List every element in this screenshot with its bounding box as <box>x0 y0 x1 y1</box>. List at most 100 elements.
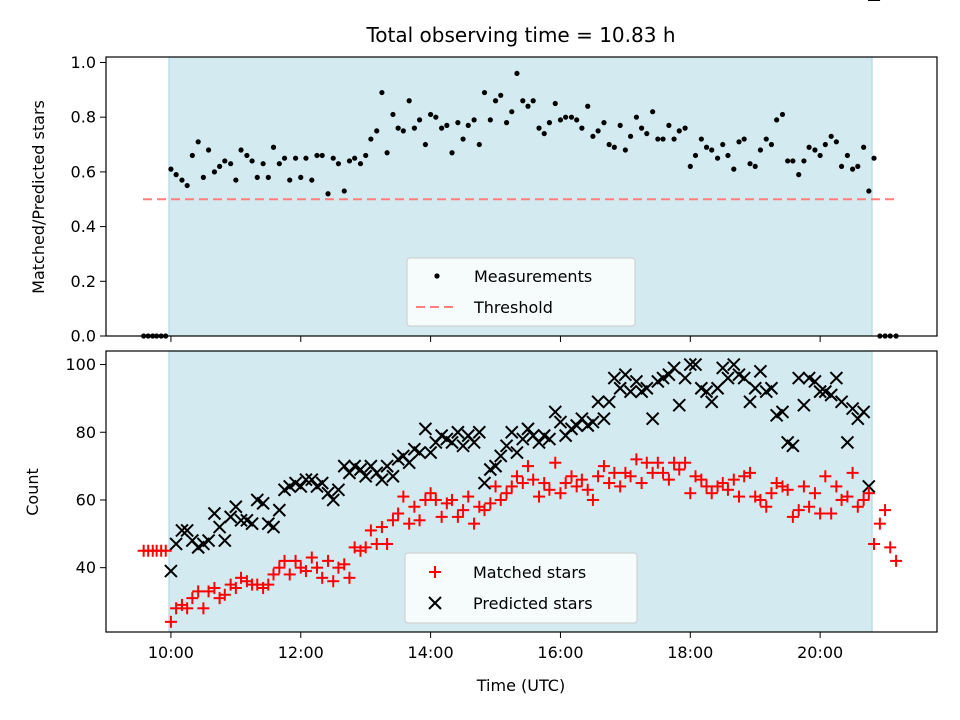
matched-star-point <box>716 477 729 490</box>
matched-star-point <box>803 500 816 513</box>
predicted-star-point <box>764 381 779 395</box>
measurement-point <box>455 120 461 126</box>
predicted-star-point <box>516 432 530 446</box>
predicted-star-point <box>467 435 481 450</box>
measurement-point <box>692 152 699 159</box>
predicted-star-point <box>423 445 438 460</box>
predicted-star-point <box>294 479 308 494</box>
measurement-point <box>352 155 358 161</box>
predicted-star-point <box>472 425 487 439</box>
matched-star-point <box>684 487 697 500</box>
measurement-point <box>525 103 531 109</box>
measurement-point <box>346 158 353 164</box>
matched-star-point <box>857 493 870 506</box>
matched-star-point <box>457 504 470 517</box>
matched-star-point <box>451 510 464 523</box>
bottom-y-tick-label: 40 <box>76 558 96 577</box>
predicted-star-point <box>727 357 741 372</box>
predicted-star-point <box>672 398 686 412</box>
matched-star-point <box>419 493 432 506</box>
matched-star-point <box>289 554 302 567</box>
matched-star-point <box>516 477 529 490</box>
measurement-point <box>487 117 493 123</box>
matched-star-point <box>343 571 356 584</box>
top-y-tick-label: 0.0 <box>71 327 96 346</box>
bottom-plot-frame <box>105 350 938 633</box>
measurement-point <box>741 136 747 142</box>
matched-star-point <box>273 561 286 574</box>
matched-star-point <box>462 490 475 503</box>
matched-star-point <box>305 551 318 564</box>
predicted-star-point <box>342 466 357 480</box>
measurement-point <box>481 89 488 96</box>
predicted-star-point <box>532 435 546 450</box>
measurement-point <box>757 147 764 153</box>
measurement-point <box>341 188 347 194</box>
measurement-point <box>309 177 315 183</box>
predicted-star-point <box>477 476 492 490</box>
measurement-point <box>173 172 179 178</box>
matched-star-point <box>765 487 778 500</box>
measurement-point <box>260 161 266 167</box>
measurement-point <box>411 125 417 131</box>
bottom-y-axis-label: Count <box>23 468 42 516</box>
predicted-star-point <box>305 472 319 487</box>
measurement-point <box>866 188 872 194</box>
predicted-star-point <box>602 395 616 409</box>
measurement-point <box>768 141 775 148</box>
matched-star-point <box>575 473 588 486</box>
predicted-star-point <box>353 462 368 477</box>
measurement-point <box>812 147 818 153</box>
measurement-point <box>731 166 737 172</box>
matched-star-point <box>408 500 421 513</box>
measurement-point <box>228 161 234 167</box>
predicted-star-point <box>331 483 346 497</box>
bottom-x-ticks: 10:00 12:00 14:00 16:00 18:00 20:00 <box>148 632 843 662</box>
predicted-star-point <box>645 412 660 426</box>
predicted-star-point <box>597 412 611 426</box>
predicted-star-point <box>451 425 465 439</box>
top-y-tick-label: 0.6 <box>71 162 96 181</box>
measurement-point <box>828 133 834 139</box>
measurement-point <box>465 122 471 128</box>
matched-star-point <box>554 487 567 500</box>
measurement-point <box>303 155 309 161</box>
measurement-point <box>168 166 174 172</box>
predicted-star-point <box>386 469 400 483</box>
measurement-point <box>270 144 277 150</box>
matched-star-point <box>597 460 610 473</box>
measurement-point <box>611 144 617 150</box>
predicted-star-point <box>813 384 827 399</box>
measurement-point <box>222 158 228 164</box>
matched-star-point <box>359 541 372 554</box>
predicted-star-point <box>505 425 519 439</box>
predicted-star-point <box>402 456 416 470</box>
measurement-point <box>189 152 195 159</box>
predicted-star-point <box>775 405 790 419</box>
matched-star-point <box>614 480 627 493</box>
measurement-point <box>763 136 769 142</box>
predicted-star-point <box>792 371 806 385</box>
top-y-axis-label: Matched/Predicted stars <box>29 100 48 294</box>
predicted-star-point <box>748 381 762 395</box>
matched-stars-points <box>137 453 903 628</box>
predicted-star-point <box>256 496 270 511</box>
matched-star-point <box>673 463 686 476</box>
predicted-star-point <box>613 381 627 395</box>
predicted-star-point <box>586 415 600 429</box>
predicted-star-point <box>753 364 768 379</box>
matched-star-point <box>868 537 881 550</box>
matched-star-point <box>797 480 810 493</box>
measurement-point <box>416 117 423 123</box>
predicted-star-point <box>326 493 340 507</box>
measurement-point <box>557 117 564 123</box>
bottom-legend-box <box>404 552 638 624</box>
measurement-point <box>363 152 369 159</box>
matched-star-point <box>397 490 410 503</box>
matched-star-point <box>873 517 886 530</box>
measurement-point <box>779 111 786 118</box>
measurement-point <box>590 133 596 139</box>
predicted-star-point <box>499 439 514 453</box>
matched-star-point <box>630 453 643 466</box>
matched-star-point <box>500 487 513 500</box>
